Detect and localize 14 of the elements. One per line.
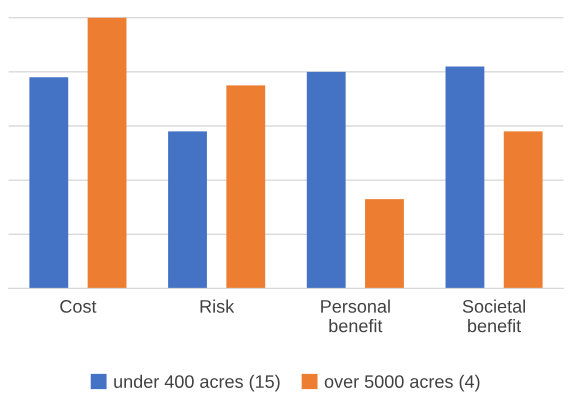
bar — [446, 66, 484, 288]
bar — [168, 131, 207, 288]
bar — [88, 18, 126, 288]
x-tick-label: Personal benefit — [321, 300, 390, 332]
x-tick-label: Societal benefit — [462, 300, 525, 332]
bar — [365, 199, 404, 288]
bar — [29, 77, 68, 288]
bar — [306, 72, 346, 288]
bar — [226, 85, 266, 288]
bar — [504, 131, 543, 288]
x-tick-label: Risk — [200, 300, 234, 313]
legend-label: under 400 acres (15) — [114, 374, 280, 392]
x-tick-label: Cost — [60, 300, 96, 313]
legend-label: over 5000 acres (4) — [324, 374, 480, 392]
